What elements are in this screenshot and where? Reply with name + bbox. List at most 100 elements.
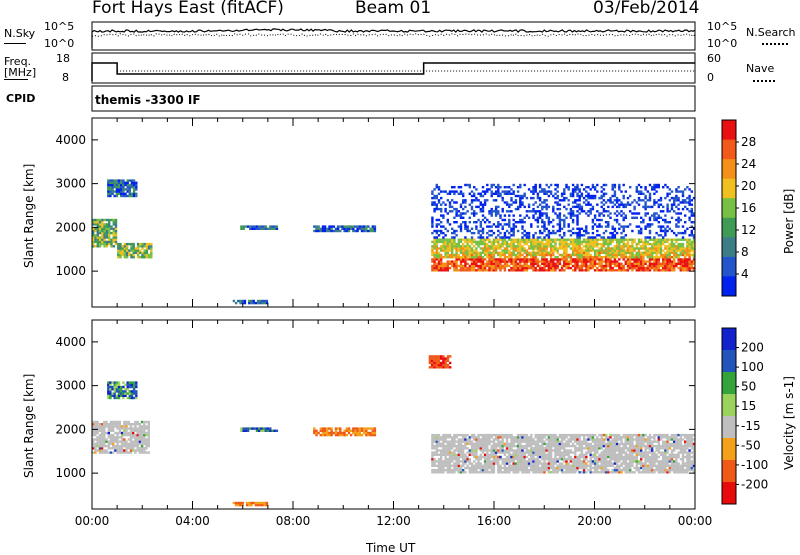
echo-cell [576,247,578,249]
echo-cell [605,201,607,203]
echo-cell [506,467,508,469]
echo-cell [618,206,620,208]
echo-cell [537,454,539,456]
echo-cell [139,447,141,449]
echo-cell [519,462,521,464]
echo-cell [644,206,646,208]
echo-cell [546,465,548,467]
echo-cell [447,447,449,449]
echo-cell [445,362,447,364]
echo-cell [554,193,556,195]
echo-cell [431,355,433,357]
echo-cell [537,443,539,445]
echo-cell [315,434,317,436]
echo-cell [148,245,150,247]
echo-cell [601,252,603,254]
echo-cell [121,441,123,443]
echo-cell [559,208,561,210]
echo-cell [346,228,348,230]
echo-cell [559,239,561,241]
echo-cell [436,256,438,258]
echo-cell [631,247,633,249]
echo-cell [561,467,563,469]
echo-cell [257,502,259,504]
echo-cell [103,432,105,434]
echo-cell [455,249,457,251]
echo-cell [574,239,576,241]
echo-cell [442,225,444,227]
echo-cell [506,263,508,265]
echo-cell [519,204,521,206]
echo-cell [135,392,137,394]
echo-cell [541,469,543,471]
echo-cell [517,247,519,249]
echo-cell [596,447,598,449]
echo-cell [502,225,504,227]
echo-cell [506,443,508,445]
echo-cell [119,256,121,258]
echo-cell [629,239,631,241]
echo-cell [570,434,572,436]
echo-cell [449,454,451,456]
echo-cell [543,263,545,265]
echo-cell [616,247,618,249]
echo-cell [433,258,435,260]
echo-cell [623,204,625,206]
echo-cell [552,443,554,445]
echo-cell [563,245,565,247]
echo-cell [601,195,603,197]
echo-cell [642,260,644,262]
echo-cell [116,427,118,429]
echo-cell [554,460,556,462]
echo-cell [587,465,589,467]
echo-cell [477,230,479,232]
echo-cell [565,449,567,451]
echo-cell [616,199,618,201]
echo-cell [557,214,559,216]
echo-cell [616,219,618,221]
echo-cell [103,436,105,438]
echo-cell [601,434,603,436]
echo-cell [546,269,548,271]
echo-cell [130,427,132,429]
echo-cell [114,384,116,386]
echo-cell [596,230,598,232]
echo-cell [651,249,653,251]
echo-cell [561,434,563,436]
echo-cell [677,190,679,192]
echo-cell [124,252,126,254]
echo-cell [506,210,508,212]
echo-cell [537,206,539,208]
echo-cell [114,441,116,443]
echo-cell [607,214,609,216]
echo-cell [671,206,673,208]
echo-cell [126,245,128,247]
echo-cell [438,241,440,243]
echo-cell [365,434,367,436]
echo-cell [546,454,548,456]
echo-cell [475,263,477,265]
echo-cell [539,197,541,199]
echo-cell [372,427,374,429]
echo-cell [493,458,495,460]
echo-cell [497,441,499,443]
echo-cell [333,230,335,232]
echo-cell [473,260,475,262]
echo-cell [315,225,317,227]
echo-cell [473,445,475,447]
echo-cell [433,462,435,464]
echo-cell [519,460,521,462]
echo-cell [570,260,572,262]
echo-cell [513,469,515,471]
echo-cell [603,445,605,447]
echo-cell [530,469,532,471]
echo-cell [554,456,556,458]
echo-cell [655,254,657,256]
echo-cell [506,436,508,438]
echo-cell [601,245,603,247]
echo-cell [618,243,620,245]
echo-cell [559,219,561,221]
echo-cell [605,193,607,195]
echo-cell [447,247,449,249]
echo-cell [532,443,534,445]
